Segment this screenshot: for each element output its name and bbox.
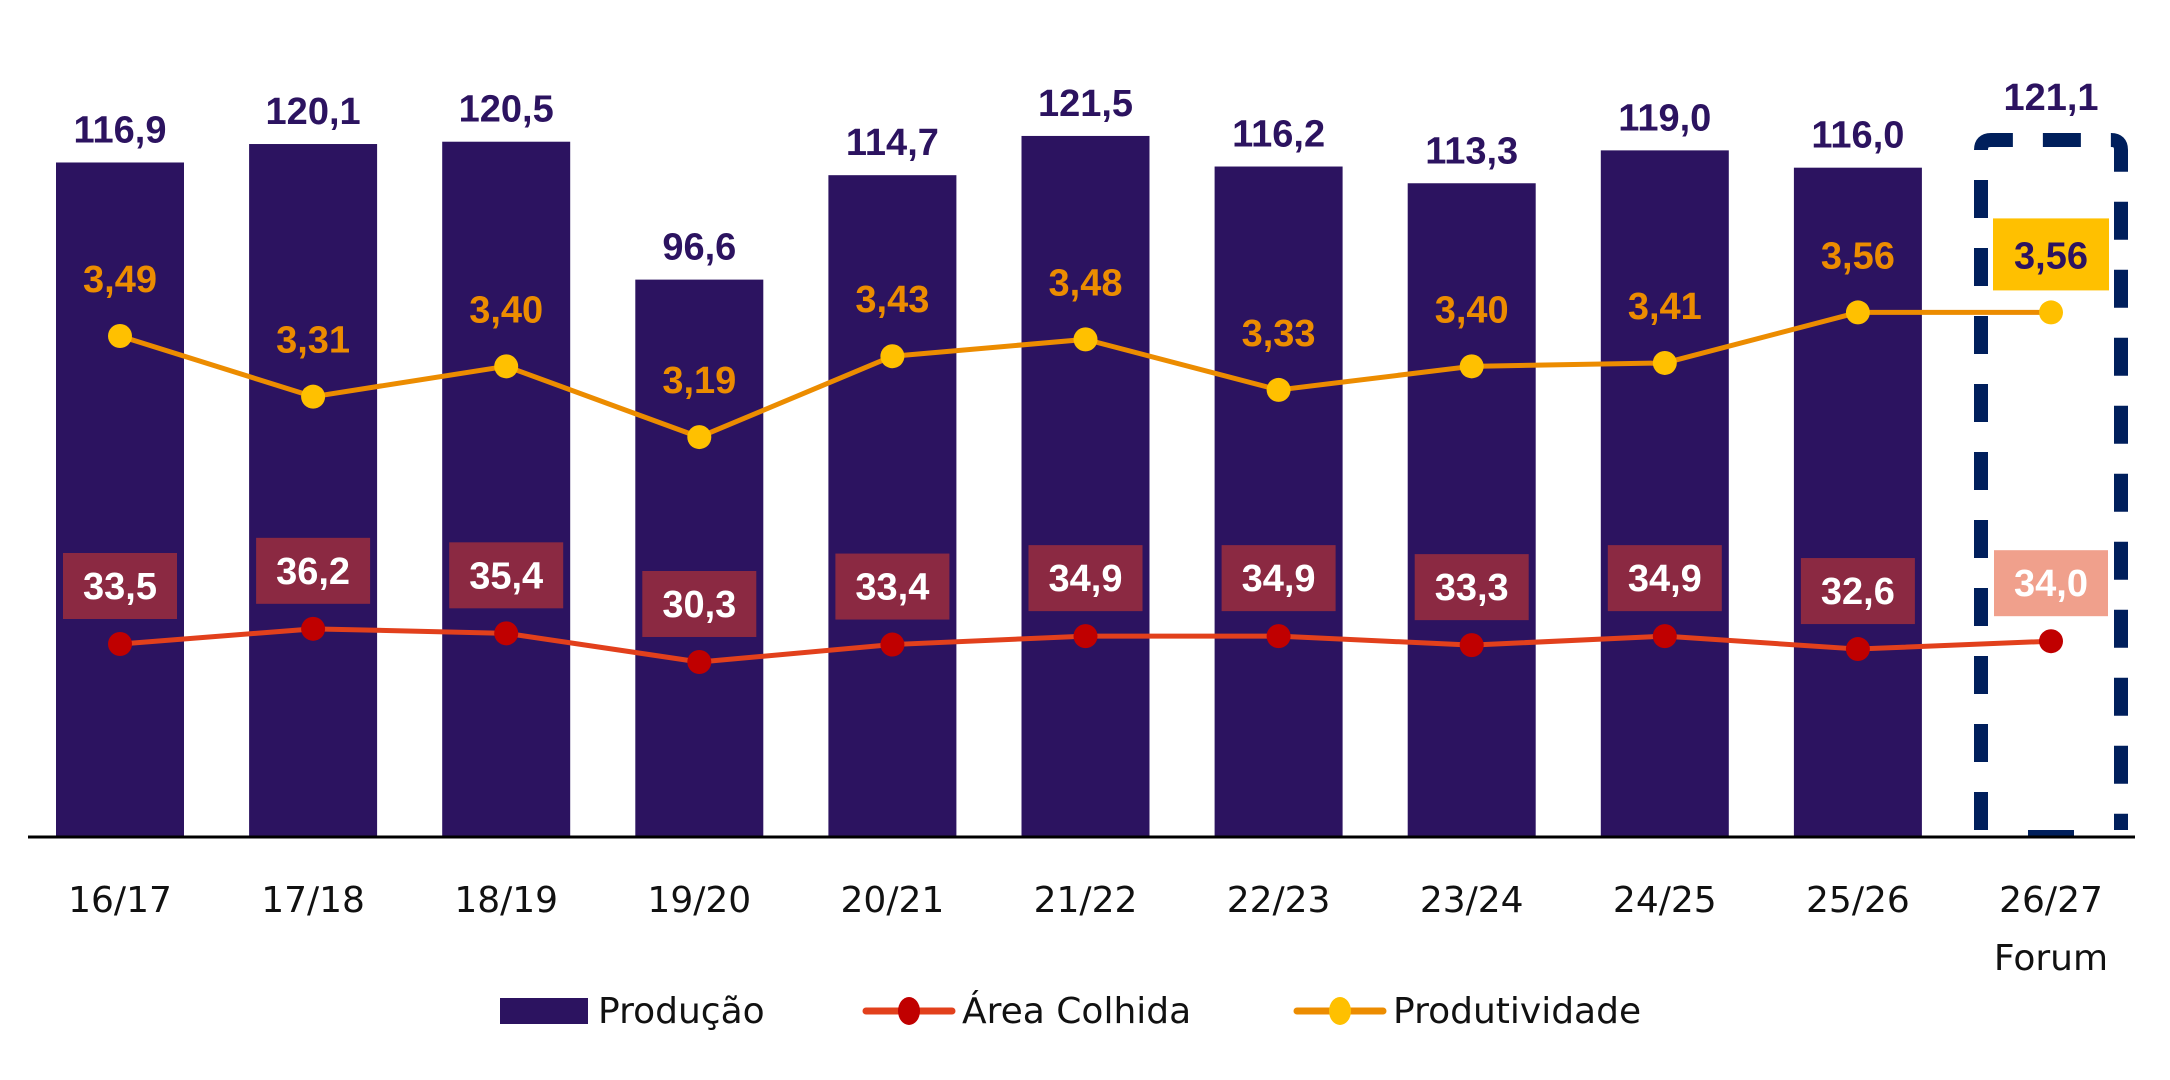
produtividade-marker-20/21 [880,344,905,369]
area-colhida-marker-20/21 [880,632,905,657]
bar-20/21 [828,175,957,837]
area-value-label: 30,3 [662,584,736,626]
forecast-bar-stub [2028,830,2074,837]
legend-label-producao: Produção [598,991,765,1032]
produtividade-marker-24/25 [1652,350,1677,375]
bar-23/24 [1407,183,1536,837]
bar-16/17 [56,162,184,837]
area-label-box [1221,545,1336,612]
area-colhida-marker-21/22 [1073,624,1098,649]
area-value-label: 33,4 [855,567,929,609]
produtividade-marker-25/26 [1845,300,1870,325]
area-value-label: 34,9 [1628,558,1702,600]
productivity-value-label: 3,56 [2014,235,2088,277]
bar-value-label: 113,3 [1425,130,1518,172]
bar-value-label: 96,6 [662,227,736,269]
produtividade-marker-23/24 [1459,354,1484,379]
productivity-value-label: 3,31 [276,320,350,362]
bar-17/18 [249,144,378,837]
x-tick-label: 23/24 [1420,880,1524,921]
x-tick-label: 24/25 [1613,880,1717,921]
area-colhida-marker-16/17 [108,632,132,656]
produtividade-marker-19/20 [687,425,712,450]
area-label-box [1028,545,1143,612]
productivity-value-label: 3,33 [1242,313,1316,355]
bar-value-label: 116,2 [1232,114,1325,156]
area-label-box [642,570,757,637]
bar-value-label: 121,5 [1038,83,1133,125]
produtividade-marker-18/19 [494,354,519,379]
area-label-box [63,553,177,619]
forecast-highlight-box [1974,133,2128,830]
productivity-value-label: 3,40 [1435,289,1509,331]
area-colhida-marker-26/27 [2039,629,2063,654]
bar-21/22 [1021,135,1150,837]
produtividade-marker-21/22 [1073,327,1098,352]
x-tick-label: 20/21 [841,880,945,921]
bar-19/20 [635,279,764,837]
bar-value-label: 120,5 [459,89,554,131]
produtividade-marker-26/27 [2039,300,2063,325]
area-colhida-marker-22/23 [1266,624,1291,649]
legend-marker-produtividade [1329,997,1351,1025]
area-value-label: 33,3 [1435,567,1509,609]
area-value-label: 34,9 [1049,558,1123,600]
area-value-label: 32,6 [1821,571,1895,613]
area-value-label: 33,5 [83,566,157,608]
area-label-box [449,542,564,609]
x-tick-label: 16/17 [68,880,172,921]
area-label-box [1607,545,1722,612]
bar-value-label: 121,1 [2003,77,2098,119]
productivity-value-label: 3,48 [1049,262,1123,304]
area-colhida-marker-18/19 [494,621,519,646]
area-value-label: 36,2 [276,551,350,593]
x-tick-label: 19/20 [647,880,751,921]
area-label-box [1414,554,1529,621]
bar-24/25 [1600,150,1729,837]
produtividade-marker-22/23 [1266,377,1291,402]
x-tick-label: 25/26 [1806,880,1910,921]
x-tick-label: 18/19 [454,880,558,921]
bar-value-label: 119,0 [1618,97,1711,139]
bar-25/26 [1793,167,1922,837]
bar-value-label: 120,1 [266,91,361,133]
legend-label-area-colhida: Área Colhida [962,990,1191,1032]
bar-18/19 [442,141,571,838]
area-colhida-marker-23/24 [1459,633,1484,658]
area-label-box [835,553,950,620]
productivity-value-label: 3,43 [855,279,929,321]
area-label-box [256,537,371,604]
productivity-value-label: 3,40 [469,289,543,331]
x-tick-sublabel: Forum [1994,938,2108,979]
legend-label-produtividade: Produtividade [1393,991,1641,1032]
bar-value-label: 114,7 [846,122,939,164]
produtividade-marker-17/18 [301,384,326,409]
area-colhida-marker-17/18 [301,616,326,641]
x-tick-label: 26/27 [1999,880,2103,921]
bar-value-label: 116,9 [74,109,167,151]
productivity-value-label: 3,49 [83,259,157,301]
area-label-box [1994,550,2108,617]
area-colhida-marker-24/25 [1652,624,1677,649]
x-tick-label: 22/23 [1227,880,1331,921]
productivity-label-box [1993,218,2109,291]
area-value-label: 35,4 [469,555,543,597]
area-label-box [1800,558,1915,625]
productivity-value-label: 3,56 [1821,235,1895,277]
produtividade-marker-16/17 [108,324,132,348]
area-value-label: 34,9 [1242,558,1316,600]
area-colhida-marker-19/20 [687,649,712,674]
bar-value-label: 116,0 [1811,115,1904,157]
legend-marker-area [898,997,920,1025]
x-tick-label: 17/18 [261,880,365,921]
area-colhida-marker-25/26 [1845,637,1870,662]
area-value-label: 34,0 [2014,563,2088,605]
bar-22/23 [1214,166,1343,837]
legend-swatch-producao [500,998,588,1024]
x-tick-label: 21/22 [1034,880,1138,921]
productivity-value-label: 3,41 [1628,286,1702,328]
productivity-value-label: 3,19 [662,360,736,402]
